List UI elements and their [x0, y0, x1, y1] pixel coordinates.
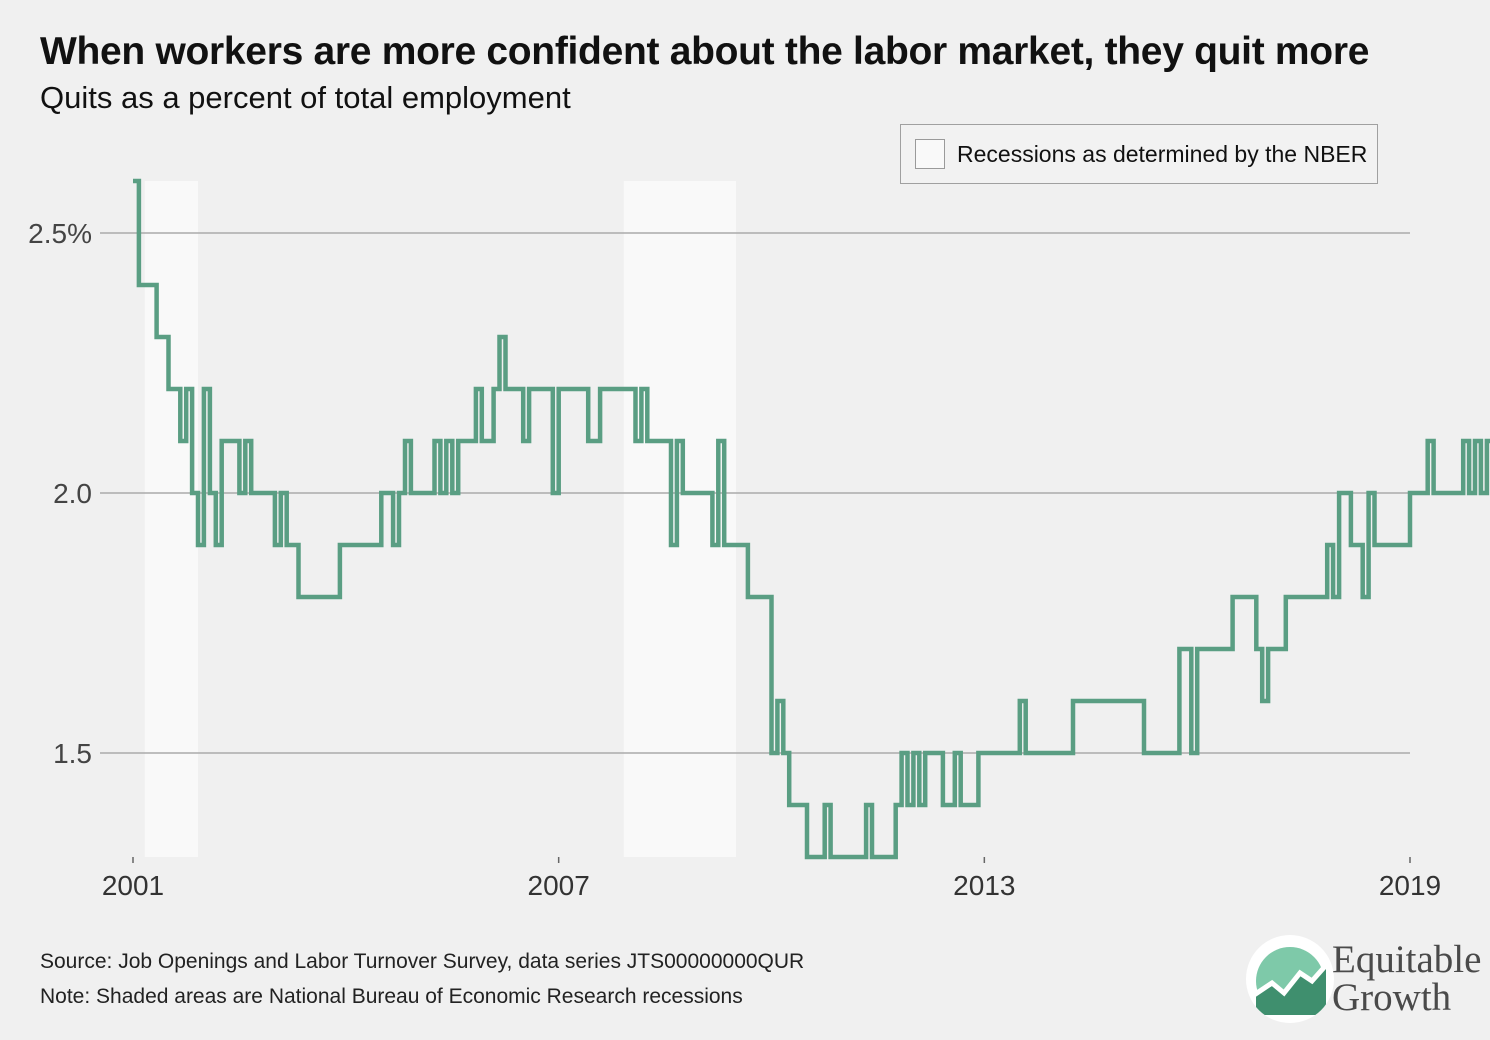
recession-band-1 [144, 181, 199, 857]
quits-line [133, 178, 1490, 860]
recession-swatch [915, 139, 945, 169]
x-tick-label: 2001 [102, 870, 164, 901]
quits-rate-chart: 1.5 2.0 2.5% 2001 2007 2013 2019 [28, 178, 1490, 901]
logo-word-1: Equitable [1332, 938, 1482, 981]
x-tick-label: 2013 [953, 870, 1015, 901]
recession-bands [144, 181, 737, 857]
y-axis-ticks: 1.5 2.0 2.5% [28, 218, 92, 769]
source-note: Source: Job Openings and Labor Turnover … [40, 950, 805, 973]
quits-series [133, 178, 1490, 860]
x-tick-label: 2007 [528, 870, 590, 901]
y-tick-label: 1.5 [53, 738, 92, 769]
logo-word-2: Growth [1332, 976, 1452, 1019]
y-tick-label: 2.5% [28, 218, 92, 249]
legend: Recessions as determined by the NBER [900, 124, 1378, 184]
shading-note: Note: Shaded areas are National Bureau o… [40, 985, 743, 1008]
chart-title: When workers are more confident about th… [40, 30, 1370, 73]
x-axis-ticks: 2001 2007 2013 2019 [102, 857, 1441, 901]
rising-chart-logo-icon [1246, 935, 1334, 1023]
legend-label: Recessions as determined by the NBER [957, 140, 1368, 167]
y-tick-label: 2.0 [53, 478, 92, 509]
x-tick-label: 2019 [1379, 870, 1441, 901]
equitable-growth-logo: Equitable Growth [1244, 935, 1490, 1025]
chart-subtitle: Quits as a percent of total employment [40, 80, 571, 115]
horizontal-gridlines [100, 232, 1410, 754]
